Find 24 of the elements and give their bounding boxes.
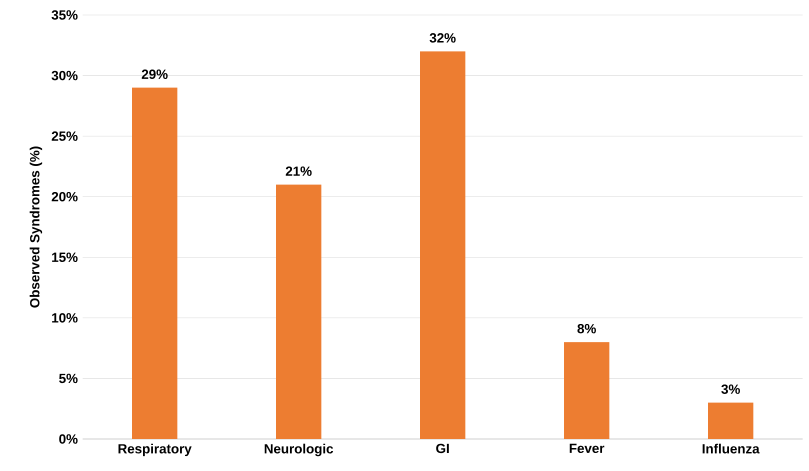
- data-label: 32%: [430, 33, 456, 43]
- y-tick-label: 25%: [52, 131, 78, 141]
- y-tick-label: 5%: [59, 374, 78, 384]
- data-label: 29%: [142, 70, 168, 79]
- x-tick-label: Neurologic: [264, 444, 334, 456]
- x-tick-label: GI: [436, 444, 449, 454]
- bar: [132, 88, 178, 439]
- data-label: 3%: [721, 384, 740, 394]
- bar: [276, 184, 322, 439]
- x-tick-label: Fever: [570, 444, 604, 454]
- y-tick-label: 15%: [52, 252, 78, 262]
- bar: [708, 402, 754, 439]
- data-label: 8%: [577, 324, 596, 334]
- bar: [420, 51, 466, 439]
- data-label: 21%: [286, 166, 312, 176]
- x-tick-label: Respiratory: [118, 444, 192, 456]
- y-axis-title: Observed Syndromes (%): [30, 146, 42, 308]
- y-tick-label: 20%: [52, 192, 78, 202]
- y-tick-label: 10%: [52, 313, 78, 323]
- y-tick-label: 30%: [52, 70, 78, 80]
- bar: [564, 342, 610, 439]
- y-tick-label: 35%: [52, 10, 78, 20]
- x-tick-label: Influenza: [702, 444, 760, 454]
- y-tick-label: 0%: [59, 434, 78, 444]
